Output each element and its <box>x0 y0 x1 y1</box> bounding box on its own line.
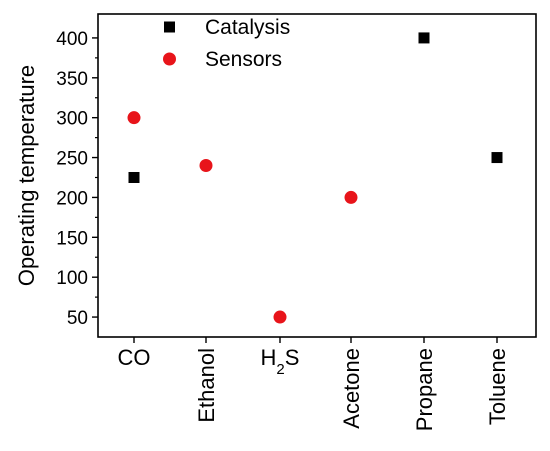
x-category-label-main: H <box>261 345 277 370</box>
x-category-label-sub: 2 <box>276 361 284 378</box>
y-axis-label: Operating temperature <box>14 65 39 286</box>
catalysis-point <box>128 171 140 183</box>
sensors-point <box>199 159 213 173</box>
sensors-point <box>273 310 287 324</box>
x-category-label: Acetone <box>339 348 364 429</box>
y-tick-label: 400 <box>56 29 88 50</box>
x-category-label-suffix: S <box>285 345 300 370</box>
legend-sensors-label: Sensors <box>205 48 282 71</box>
legend-catalysis-marker <box>164 21 175 33</box>
sensors-point <box>127 111 141 125</box>
y-tick-label: 50 <box>67 308 88 329</box>
sensors-point <box>344 190 358 204</box>
y-tick-label: 350 <box>56 69 88 90</box>
legend-catalysis-label: Catalysis <box>205 16 290 39</box>
x-category-label: CO <box>118 345 151 370</box>
y-tick-label: 300 <box>56 109 88 130</box>
x-category-label: Propane <box>412 348 437 431</box>
y-tick-label: 200 <box>56 188 88 209</box>
legend-sensors-marker <box>163 52 176 66</box>
y-tick-label: 150 <box>56 228 88 249</box>
catalysis-point <box>418 32 430 44</box>
catalysis-point <box>491 152 503 164</box>
x-category-label: H2S <box>261 345 300 378</box>
y-tick-label: 100 <box>56 268 88 289</box>
y-tick-label: 250 <box>56 149 88 170</box>
x-category-label: Ethanol <box>194 348 219 423</box>
plot-area-frame <box>97 13 537 338</box>
x-category-label: Toluene <box>485 348 510 425</box>
